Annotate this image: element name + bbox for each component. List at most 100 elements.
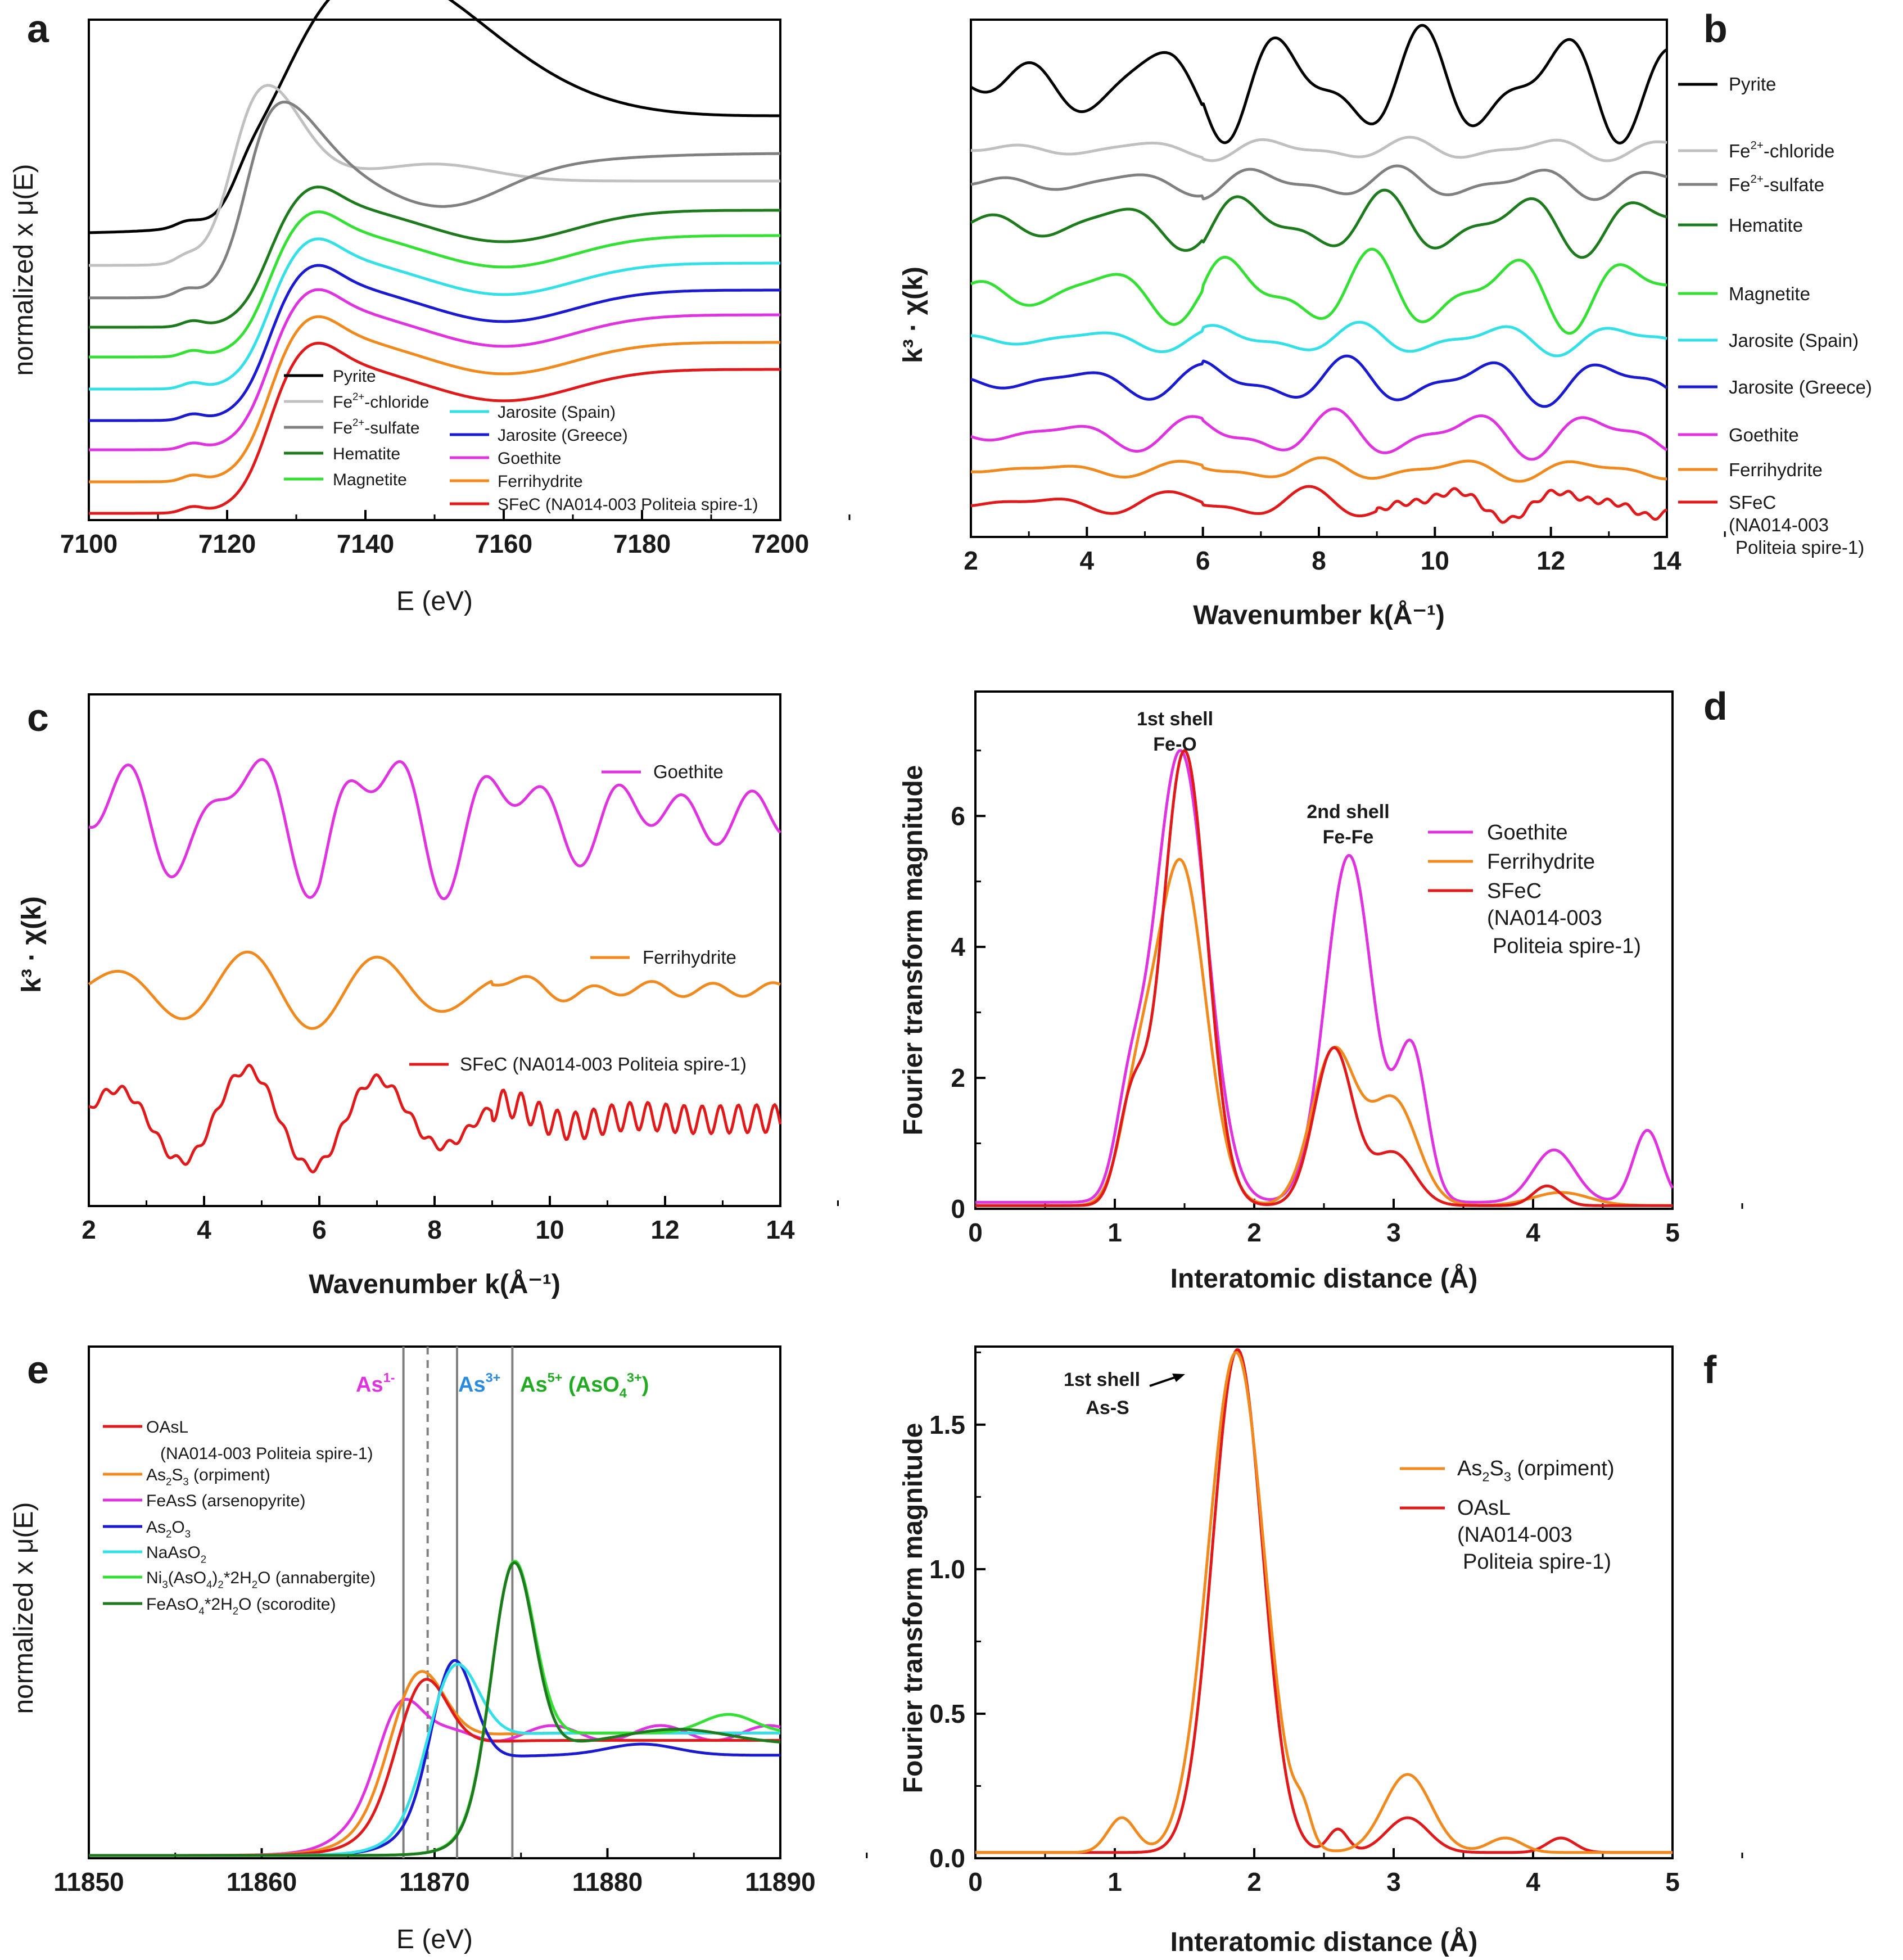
x-tick-label: 2 bbox=[964, 546, 978, 575]
legend-label: Jarosite (Spain) bbox=[498, 403, 616, 422]
text-part: 3+ bbox=[627, 1370, 642, 1385]
x-tick-label: 2 bbox=[1247, 1218, 1262, 1247]
series-b-2 bbox=[970, 164, 1667, 201]
annotation: 2nd shell bbox=[1307, 801, 1389, 823]
annotation: 1st shell bbox=[1064, 1369, 1140, 1390]
text-part: (AsO bbox=[562, 1373, 619, 1397]
text-part: Ni bbox=[146, 1569, 162, 1587]
legend-label: SFeC (NA014-003 Politeia spire-1) bbox=[498, 495, 758, 514]
text-part: Fe bbox=[333, 419, 352, 437]
legend-label: Magnetite bbox=[1729, 283, 1810, 304]
legend-label: SFeC (NA014-003 Politeia spire-1) bbox=[460, 1054, 747, 1074]
text-part: O (scorodite) bbox=[238, 1595, 336, 1614]
edge-label-as5: As5+ (AsO43+) bbox=[520, 1370, 649, 1401]
series-a-9 bbox=[89, 341, 780, 515]
x-tick-label: 7100 bbox=[60, 529, 117, 558]
legend-label: FeAsO4*2H2O (scorodite) bbox=[146, 1595, 336, 1616]
panel-label: b bbox=[1703, 7, 1728, 51]
x-tick-label: 8 bbox=[1312, 546, 1326, 575]
annotation: As-S bbox=[1086, 1397, 1129, 1419]
legend-label: (NA014-003 bbox=[1457, 1523, 1572, 1547]
x-tick-label: 7120 bbox=[198, 529, 256, 558]
legend-label: Ferrihydrite bbox=[1487, 850, 1595, 874]
series-a-8 bbox=[89, 315, 780, 484]
panel-b: 2 4 6 8 10 12 14 b Wavenumber k(Å⁻¹) k³ · χ(k) Pyr… bbox=[898, 7, 1872, 630]
series-a-2 bbox=[89, 101, 780, 300]
legend-label-fe-sulfate: Fe2+-sulfate bbox=[1729, 173, 1824, 195]
x-tick-label: 4 bbox=[1526, 1218, 1540, 1247]
panel-f: 0 1 2 3 4 5 0.0 0.5 1.0 1.5 f Interatomic distance … bbox=[898, 1345, 1743, 1957]
series-a-7 bbox=[89, 288, 780, 451]
y-axis-label: k³ · χ(k) bbox=[898, 267, 928, 363]
series-b-9 bbox=[970, 485, 1667, 524]
legend-label: SFeC bbox=[1729, 492, 1776, 513]
legend-label: Hematite bbox=[1729, 215, 1803, 236]
x-tick-label: 4 bbox=[197, 1215, 211, 1244]
text-part: *2H bbox=[224, 1569, 252, 1587]
text-part: 2 bbox=[166, 1528, 171, 1539]
x-tick-label: 12 bbox=[650, 1215, 679, 1244]
series-b-7 bbox=[970, 407, 1668, 461]
y-axis-label: Fourier transform magnitude bbox=[898, 765, 928, 1136]
legend-label: (NA014-003 Politeia spire-1) bbox=[160, 1444, 373, 1463]
y-axis-label: normalized x μ(E) bbox=[9, 164, 39, 376]
text-part: 3+ bbox=[486, 1370, 501, 1385]
panel-label: e bbox=[27, 1348, 49, 1392]
x-tick-label: 11870 bbox=[399, 1867, 469, 1896]
series-e-6 bbox=[89, 1561, 781, 1857]
y-tick-label: 0 bbox=[951, 1194, 965, 1223]
legend-label-fe-chloride: Fe2+-chloride bbox=[333, 391, 429, 412]
text-part: O (annabergite) bbox=[257, 1569, 376, 1587]
text-part: -chloride bbox=[364, 393, 429, 412]
x-tick-label: 11850 bbox=[53, 1867, 124, 1896]
x-tick-label: 14 bbox=[766, 1215, 795, 1244]
x-tick-label: 2 bbox=[1247, 1867, 1262, 1896]
x-tick-label: 3 bbox=[1386, 1867, 1401, 1896]
series-a-1 bbox=[89, 84, 780, 267]
x-tick-label: 7140 bbox=[337, 529, 394, 558]
legend-label: Pyrite bbox=[1729, 74, 1776, 94]
series-sfec bbox=[88, 1063, 782, 1173]
text-part: Fe bbox=[333, 393, 352, 412]
text-part: As bbox=[458, 1373, 486, 1397]
text-part: -chloride bbox=[1764, 141, 1835, 161]
text-part: 2+ bbox=[1751, 139, 1764, 152]
y-axis-label: k³ · χ(k) bbox=[17, 896, 47, 993]
text-part: (AsO bbox=[168, 1569, 206, 1587]
text-part: *2H bbox=[205, 1595, 233, 1614]
text-part: Fe bbox=[1729, 174, 1751, 195]
legend-label: Jarosite (Greece) bbox=[1729, 377, 1872, 398]
text-part: As bbox=[520, 1373, 548, 1397]
legend-label: Jarosite (Greece) bbox=[498, 426, 628, 445]
x-tick-label: 11890 bbox=[745, 1867, 815, 1896]
x-tick-label: 5 bbox=[1665, 1218, 1680, 1247]
legend-label: FeAsS (arsenopyrite) bbox=[146, 1492, 305, 1510]
x-tick-label: 4 bbox=[1526, 1867, 1540, 1896]
series-goethite bbox=[88, 758, 781, 900]
series-e-3 bbox=[89, 1659, 780, 1857]
text-part: As bbox=[146, 1518, 166, 1537]
text-part: FeAsO bbox=[146, 1595, 198, 1614]
x-axis-label: Wavenumber k(Å⁻¹) bbox=[309, 1269, 560, 1299]
text-part: 4 bbox=[620, 1386, 627, 1401]
text-part: Fe bbox=[1729, 141, 1751, 161]
y-tick-label: 1.0 bbox=[929, 1555, 965, 1584]
series-a-3 bbox=[89, 186, 780, 329]
x-tick-label: 6 bbox=[1196, 546, 1210, 575]
legend-label: Politeia spire-1) bbox=[1493, 934, 1641, 958]
legend-label-fe-chloride: Fe2+-chloride bbox=[1729, 139, 1834, 161]
series-orpiment bbox=[975, 1351, 1673, 1854]
text-part: 3 bbox=[185, 1528, 191, 1539]
series-b-5 bbox=[970, 320, 1667, 358]
legend-label: (NA014-003 bbox=[1729, 514, 1829, 535]
text-part: 2+ bbox=[352, 417, 364, 428]
panel-d: 0 1 2 3 4 5 0 2 4 6 d Interatomic distance (Å) Fouri… bbox=[898, 684, 1743, 1294]
text-part: ) bbox=[642, 1373, 649, 1397]
series-b-3 bbox=[970, 188, 1667, 259]
series-b-6 bbox=[970, 354, 1668, 408]
series-d-0 bbox=[975, 749, 1674, 1204]
series-oasl bbox=[975, 1348, 1673, 1854]
panel-label: a bbox=[27, 7, 49, 51]
series-b-8 bbox=[970, 456, 1667, 483]
